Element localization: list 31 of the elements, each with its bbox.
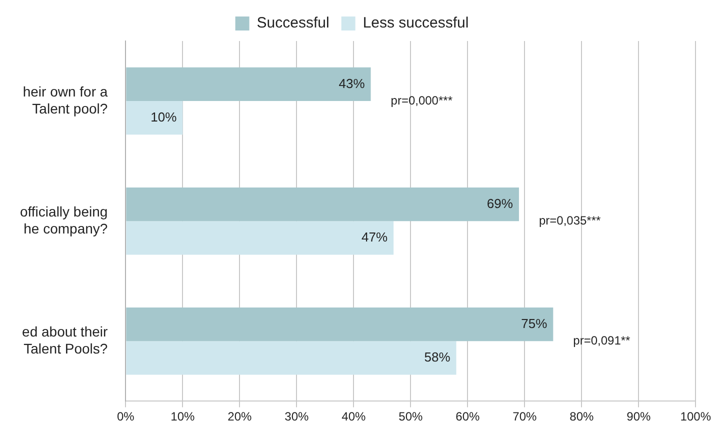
x-tick-label: 60% bbox=[456, 410, 480, 424]
x-tick-label: 10% bbox=[170, 410, 196, 424]
bar bbox=[126, 308, 554, 342]
x-tick-label: 50% bbox=[398, 410, 423, 424]
x-tick-label: 80% bbox=[570, 410, 594, 424]
bar bbox=[126, 187, 519, 222]
legend-label: Successful bbox=[256, 14, 330, 32]
x-tick-label: 0% bbox=[117, 410, 135, 424]
x-tick-label: 30% bbox=[284, 410, 310, 424]
y-tick-label: ed about their Talent Pools? bbox=[22, 324, 108, 356]
y-tick-label: officially being he company? bbox=[20, 204, 108, 236]
data-label: 69% bbox=[486, 196, 514, 211]
data-label: 58% bbox=[424, 350, 451, 365]
data-label: 10% bbox=[150, 109, 178, 124]
bar bbox=[126, 341, 456, 375]
x-tick-label: 20% bbox=[228, 410, 252, 424]
annotation: pr=0,091** bbox=[573, 333, 631, 348]
annotation: pr=0,035*** bbox=[538, 213, 602, 228]
bar bbox=[126, 67, 371, 102]
legend-label: Less successful bbox=[362, 14, 469, 32]
data-label: 43% bbox=[338, 76, 366, 91]
data-label: 47% bbox=[362, 229, 388, 244]
x-tick-label: 90% bbox=[626, 410, 651, 424]
bar bbox=[126, 221, 394, 255]
bar bbox=[126, 101, 183, 135]
annotation: pr=0,000*** bbox=[390, 93, 453, 108]
y-tick-label: heir own for a Talent pool? bbox=[22, 83, 108, 116]
x-tick-label: 40% bbox=[342, 410, 366, 424]
data-label: 75% bbox=[521, 316, 548, 331]
x-tick-label: 100% bbox=[680, 410, 712, 424]
x-tick-label: 70% bbox=[512, 410, 537, 424]
